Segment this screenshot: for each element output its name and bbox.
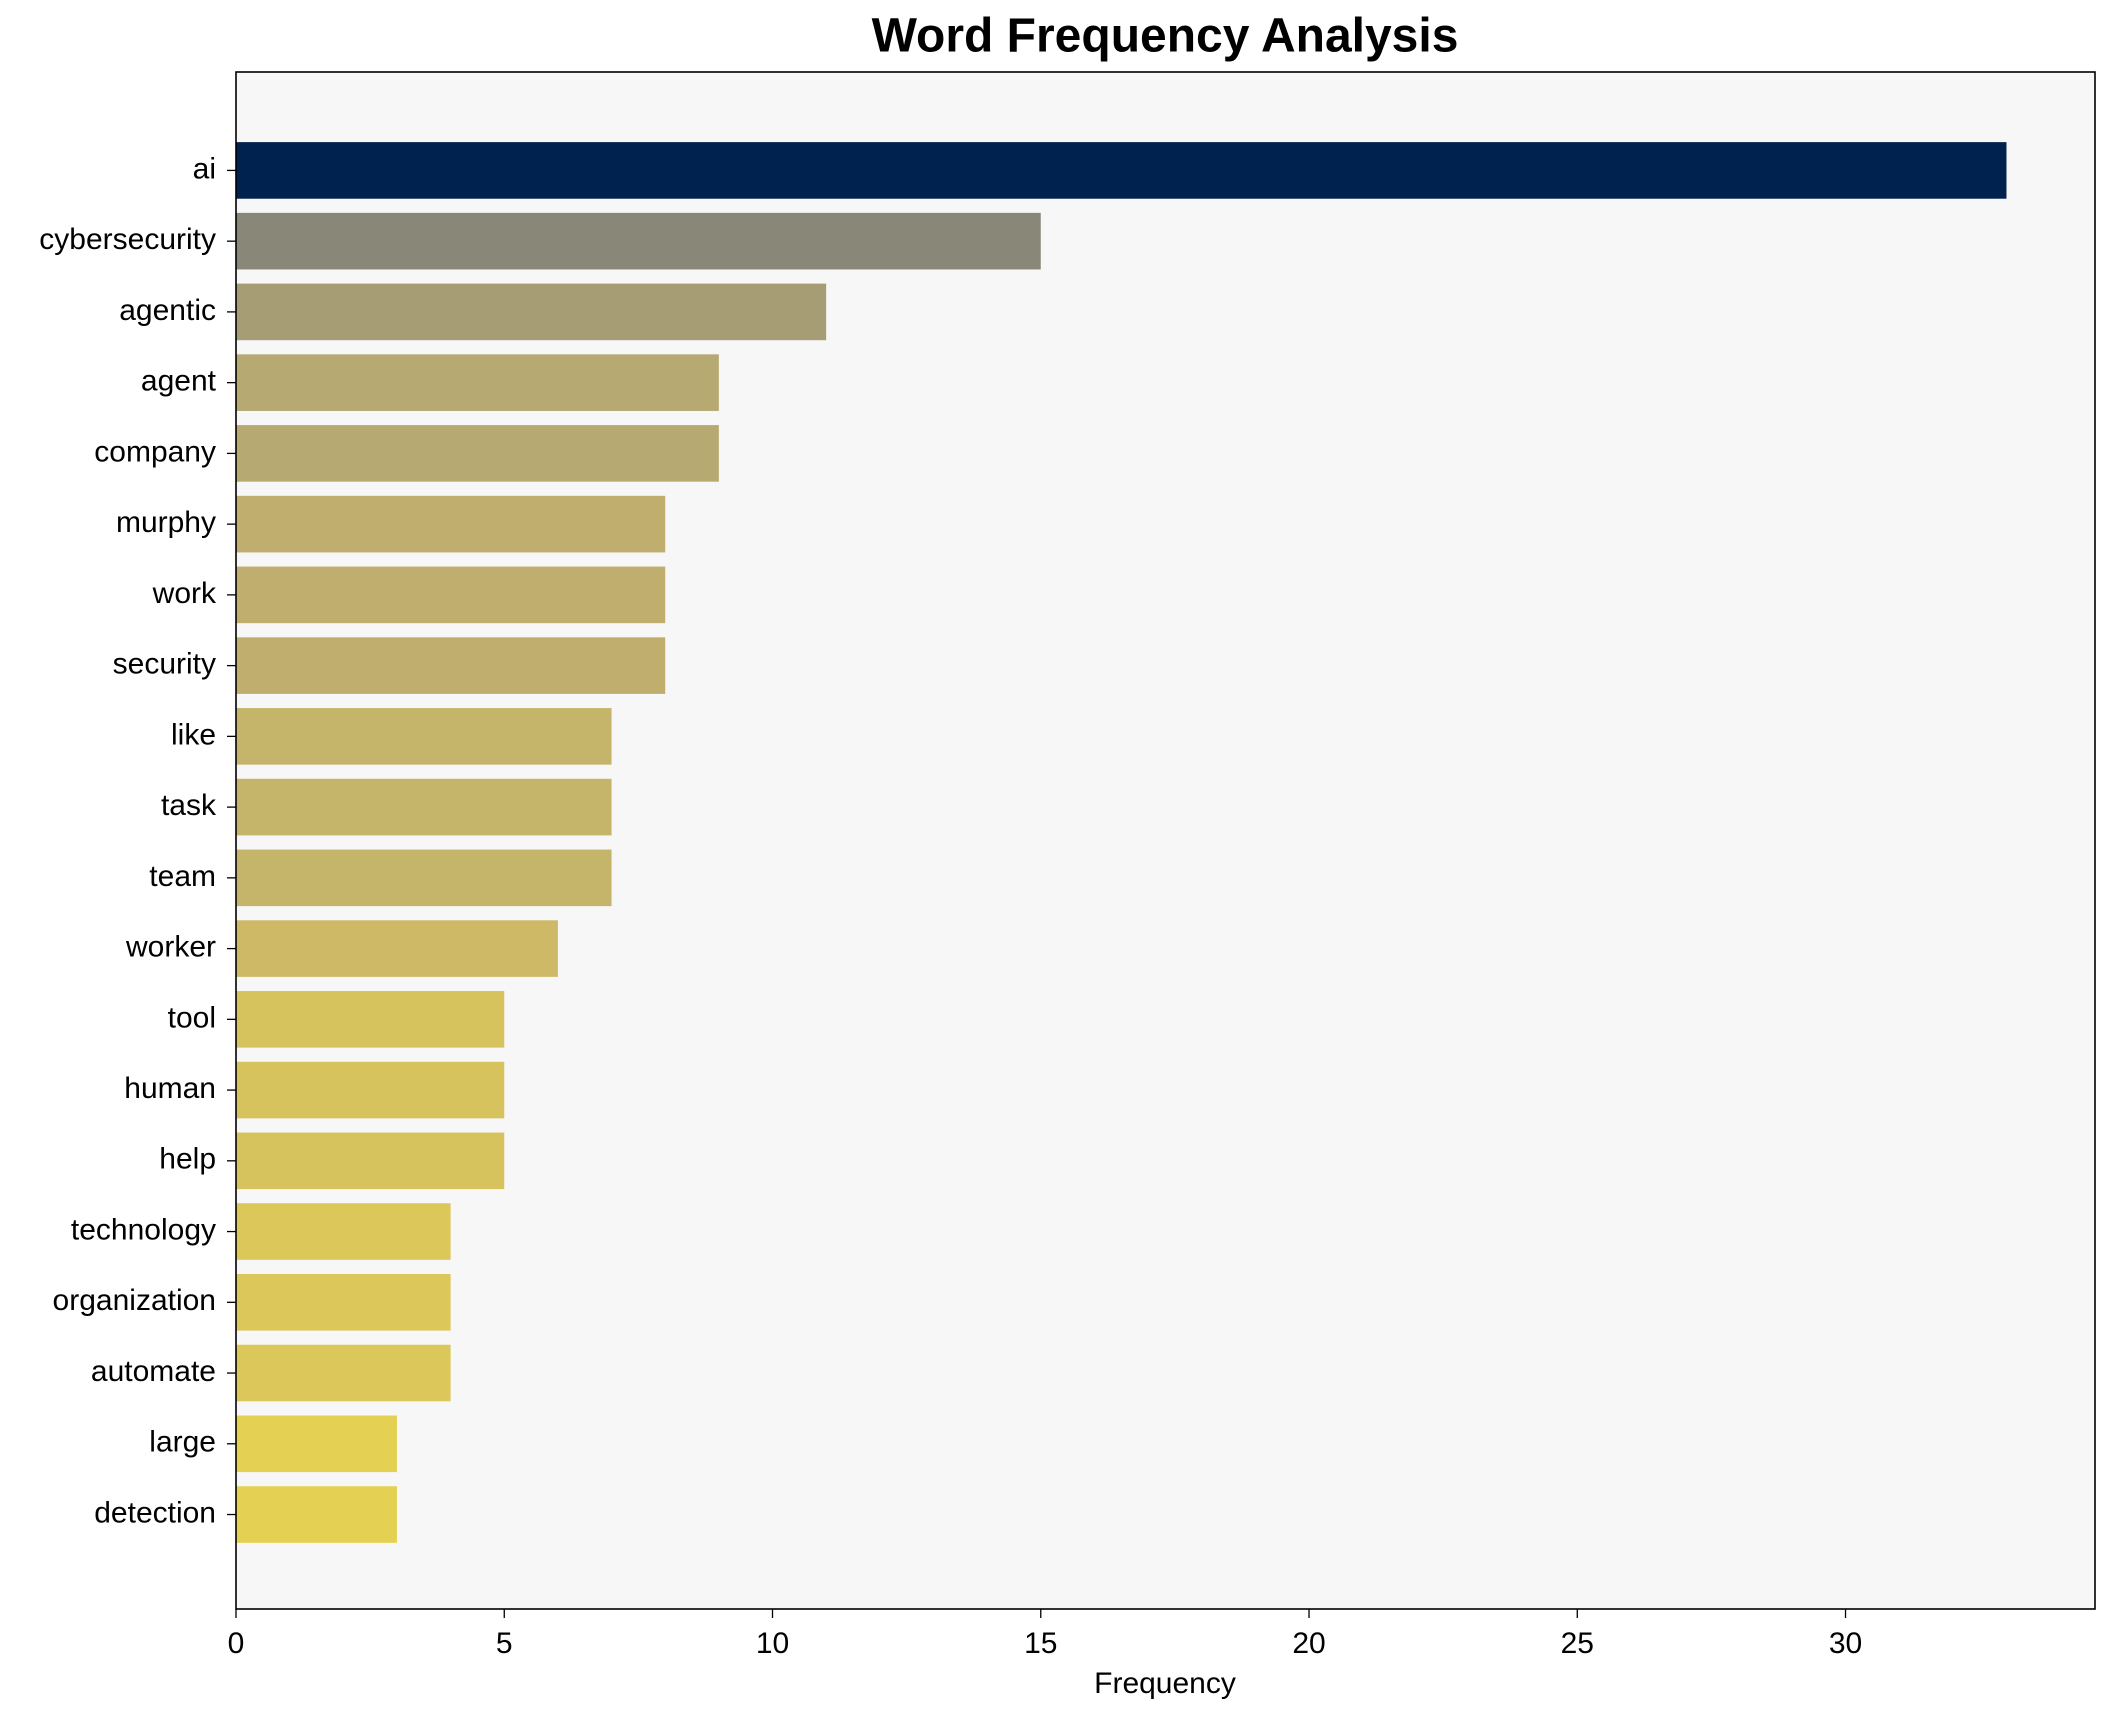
y-tick-label: agent — [141, 365, 217, 398]
bar — [236, 354, 719, 411]
y-tick-label: agentic — [119, 294, 216, 327]
y-tick-label: detection — [94, 1496, 216, 1529]
y-tick-label: help — [159, 1143, 216, 1176]
bar — [236, 991, 505, 1048]
y-tick-label: worker — [125, 931, 216, 964]
bar — [236, 1061, 505, 1119]
bar — [236, 283, 827, 341]
y-tick-label: task — [161, 789, 217, 822]
bar — [236, 1132, 505, 1190]
bar — [236, 778, 612, 836]
y-tick-label: technology — [71, 1213, 216, 1246]
x-tick-label: 30 — [1829, 1627, 1862, 1660]
bar — [236, 849, 612, 907]
y-tick-label: cybersecurity — [39, 223, 216, 256]
y-tick-label: ai — [193, 152, 216, 185]
y-tick-label: murphy — [116, 506, 216, 539]
bar — [236, 566, 666, 624]
y-tick-label: security — [113, 648, 216, 681]
bar — [236, 1344, 451, 1402]
bar — [236, 1203, 451, 1260]
bar — [236, 920, 558, 977]
y-tick-label: organization — [53, 1284, 216, 1317]
x-tick-label: 5 — [496, 1627, 513, 1660]
bar — [236, 142, 2007, 199]
x-axis-label: Frequency — [1094, 1667, 1236, 1700]
y-tick-label: team — [149, 860, 216, 893]
bar — [236, 1415, 397, 1473]
bar — [236, 1486, 397, 1543]
bar — [236, 637, 666, 694]
x-tick-label: 0 — [228, 1627, 245, 1660]
y-tick-label: work — [152, 577, 217, 610]
chart-title: Word Frequency Analysis — [872, 10, 1459, 63]
plot-frame — [235, 71, 2096, 1610]
bar — [236, 212, 1041, 270]
bar — [236, 1274, 451, 1331]
bar — [236, 425, 719, 482]
y-tick-label: like — [171, 718, 216, 751]
y-tick-label: automate — [91, 1355, 216, 1388]
x-tick-label: 25 — [1561, 1627, 1594, 1660]
x-tick-label: 20 — [1292, 1627, 1325, 1660]
bar — [236, 495, 666, 553]
y-tick-label: company — [94, 435, 216, 468]
y-tick-label: human — [124, 1072, 216, 1105]
bar — [236, 708, 612, 765]
y-tick-label: tool — [168, 1001, 216, 1034]
x-tick-label: 15 — [1024, 1627, 1057, 1660]
x-tick-label: 10 — [756, 1627, 789, 1660]
y-tick-label: large — [149, 1426, 216, 1459]
